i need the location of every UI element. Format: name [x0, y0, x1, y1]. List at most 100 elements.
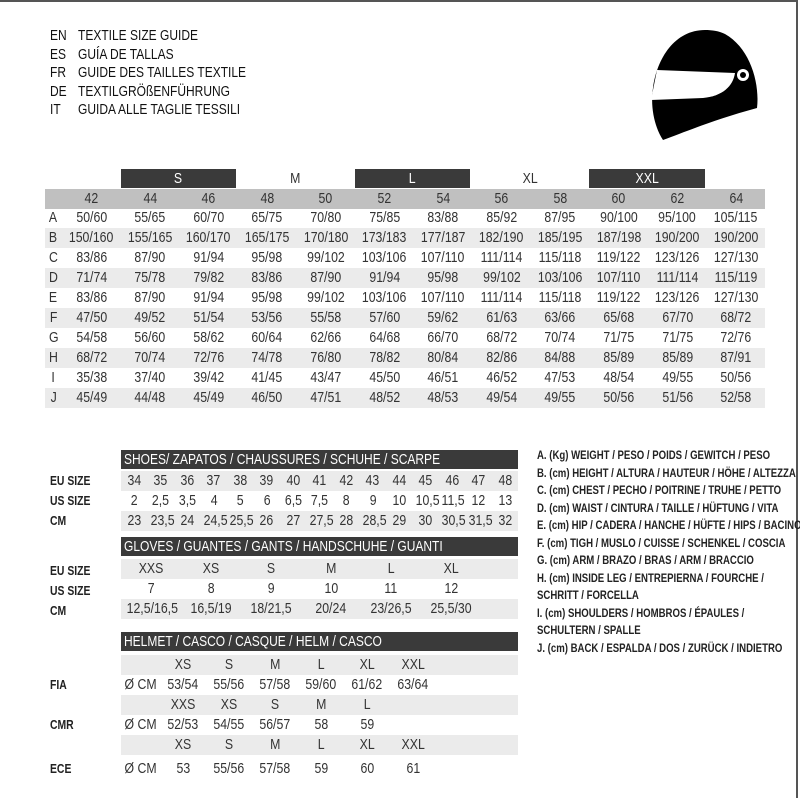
measurement-value: 64/68 [368, 329, 400, 346]
measurement-value: 160/170 [186, 229, 231, 246]
helmet-standard-label: ECE [50, 761, 72, 776]
title-line: DE TEXTILGRÖßENFÜHRUNG [50, 83, 350, 101]
measurement-value: 72/76 [193, 349, 224, 366]
measurement-value: 55/58 [310, 309, 342, 326]
helmet-header: HELMET / CASCO / CASQUE / HELM / CASCO [121, 632, 518, 651]
helmet-size-value: 53 [176, 760, 190, 777]
legend-item: B. (cm) HEIGHT / ALTURA / HAUTEUR / HÖHE… [537, 465, 796, 480]
glove-size-value: 12 [444, 580, 458, 597]
measurement-value: 75/85 [368, 209, 400, 226]
measurement-value: 45/49 [193, 389, 224, 406]
measurement-value: 59/62 [427, 309, 459, 326]
shoe-size-value: 9 [369, 492, 377, 509]
measurement-value: 85/92 [486, 209, 517, 226]
row-shade [121, 735, 518, 755]
measurement-value: 66/70 [427, 329, 459, 346]
measurement-value: 65/75 [251, 209, 283, 226]
measurement-value: 43/47 [310, 369, 342, 386]
measurement-value: 95/98 [427, 269, 459, 286]
shoe-size-value: 27 [286, 512, 301, 529]
helmet-unit: Ø CM [124, 676, 157, 693]
helmet-size-value: 58 [314, 716, 328, 733]
shoe-size-value: 5 [236, 492, 244, 509]
measurement-value: 70/80 [310, 209, 342, 226]
measurement-value: 177/187 [420, 229, 466, 246]
shoe-size-value: 41 [312, 472, 327, 489]
measurement-value: 49/55 [661, 369, 693, 386]
shoe-size-value: 12 [471, 492, 486, 509]
glove-size-value: M [325, 560, 337, 577]
shoe-size-value: 46 [445, 472, 460, 489]
measurement-value: 165/175 [244, 229, 290, 246]
helmet-size-value: 61 [406, 760, 420, 777]
measurement-value: 47/51 [310, 389, 342, 406]
glove-size-value: L [387, 560, 395, 577]
size-group-S: S [120, 169, 236, 188]
size-number: 58 [553, 190, 567, 207]
shoe-size-value: 3,5 [178, 492, 196, 509]
measurement-value: 107/110 [596, 269, 641, 286]
title-text: GUIDE DES TAILLES TEXTILE [78, 64, 247, 81]
measurement-value: 182/190 [479, 229, 524, 246]
measurement-value: 91/94 [368, 269, 400, 286]
measurement-value: 99/102 [306, 289, 345, 306]
measurement-value: 127/130 [713, 289, 759, 306]
row-key: J [50, 389, 57, 406]
shoe-size-value: 31,5 [468, 512, 493, 529]
measurement-value: 190/200 [713, 229, 759, 246]
measurement-value: 76/80 [310, 349, 342, 366]
measurement-value: 115/118 [538, 249, 582, 266]
shoe-size-value: 25,5 [229, 512, 254, 529]
helmet-size-value: 57/58 [259, 760, 291, 777]
glove-row-label: EU SIZE [50, 563, 91, 578]
helmet-size-label: L [363, 696, 371, 713]
measurement-value: 44/48 [134, 389, 166, 406]
measurement-value: 123/126 [655, 249, 700, 266]
size-number: 52 [377, 190, 392, 207]
measurement-value: 90/100 [599, 209, 638, 226]
shoe-size-value: 37 [206, 472, 221, 489]
measurement-value: 46/51 [427, 369, 459, 386]
measurement-value: 103/106 [362, 289, 407, 306]
measurement-value: 103/106 [362, 249, 407, 266]
helmet-size-value: 53/54 [167, 676, 199, 693]
measurement-value: 45/50 [368, 369, 400, 386]
shoe-size-value: 30 [418, 512, 433, 529]
shoe-size-value: 47 [471, 472, 486, 489]
measurement-value: 49/55 [544, 389, 576, 406]
measurement-value: 107/110 [421, 249, 465, 266]
legend-item: H. (cm) INSIDE LEG / ENTREPIERNA / FOURC… [537, 570, 764, 585]
measurement-value: 87/90 [134, 249, 166, 266]
helmet-unit: Ø CM [124, 760, 157, 777]
measurement-value: 119/122 [596, 289, 641, 306]
size-number: 42 [84, 190, 99, 207]
helmet-size-value: 59 [314, 760, 328, 777]
measurement-value: 46/50 [251, 389, 283, 406]
language-code: IT [50, 101, 61, 118]
measurement-value: 82/86 [486, 349, 517, 366]
shoe-size-value: 42 [339, 472, 354, 489]
legend-item: F. (cm) TIGH / MUSLO / CUISSE / SCHENKEL… [537, 535, 786, 550]
shoe-size-value: 34 [127, 472, 142, 489]
helmet-size-label: XS [174, 736, 192, 753]
glove-size-value: 7 [147, 580, 155, 597]
glove-size-value: XS [202, 560, 220, 577]
shoe-row-label: CM [50, 513, 67, 528]
measurement-value: 105/115 [714, 209, 758, 226]
glove-size-value: 10 [324, 580, 338, 597]
measurement-value: 74/78 [251, 349, 283, 366]
glove-size-value: 11 [384, 580, 398, 597]
helmet-size-value: 59 [360, 716, 374, 733]
shoe-size-value: 24 [180, 512, 195, 529]
measurement-value: 87/91 [720, 349, 752, 366]
measurement-value: 83/86 [75, 249, 107, 266]
helmet-standard-label: CMR [50, 717, 74, 732]
measurement-value: 47/50 [75, 309, 107, 326]
shoe-size-value: 2,5 [152, 492, 170, 509]
shoe-size-value: 24,5 [203, 512, 228, 529]
shoe-size-value: 13 [498, 492, 513, 509]
helmet-size-label: L [317, 656, 325, 673]
shoe-size-value: 44 [392, 472, 407, 489]
shoe-size-value: 32 [498, 512, 513, 529]
row-shade [121, 511, 518, 531]
